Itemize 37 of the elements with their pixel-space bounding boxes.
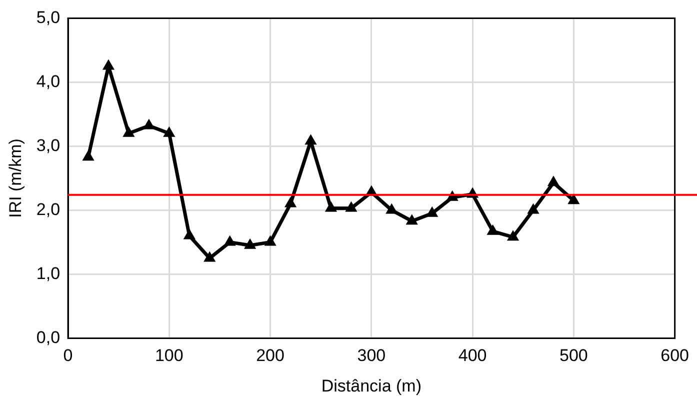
point [305, 134, 316, 145]
x-tick-label: 0 [63, 346, 73, 366]
point [224, 236, 236, 246]
y-tick-label: 3,0 [36, 136, 60, 155]
point [487, 224, 498, 235]
point [507, 230, 519, 241]
point [123, 126, 134, 137]
point [143, 119, 155, 130]
point [568, 194, 580, 204]
y-axis-title: IRI (m/km) [6, 138, 25, 218]
point [163, 126, 175, 137]
x-tick-label: 400 [458, 346, 487, 366]
x-tick-label: 100 [154, 346, 184, 366]
point [204, 252, 216, 262]
point [406, 214, 418, 225]
point [346, 202, 357, 212]
point [325, 202, 337, 212]
y-tick-label: 2,0 [36, 200, 60, 219]
point [386, 204, 398, 214]
y-tick-label: 1,0 [36, 264, 60, 283]
point [82, 150, 94, 161]
x-tick-label: 500 [560, 346, 588, 366]
point [102, 60, 114, 70]
y-tick-label: 5,0 [36, 8, 60, 27]
y-tick-label: 0,0 [36, 328, 60, 347]
x-tick-label: 300 [357, 346, 386, 366]
point [528, 204, 539, 214]
x-tick-label: 200 [256, 346, 284, 366]
point [284, 197, 296, 208]
x-tick-label: 600 [660, 346, 690, 366]
y-tick-label: 4,0 [36, 72, 60, 91]
point [264, 236, 276, 246]
point [548, 176, 560, 186]
point [426, 206, 438, 217]
point [184, 229, 196, 240]
x-axis-title: Distância (m) [321, 376, 422, 396]
point [244, 238, 256, 249]
